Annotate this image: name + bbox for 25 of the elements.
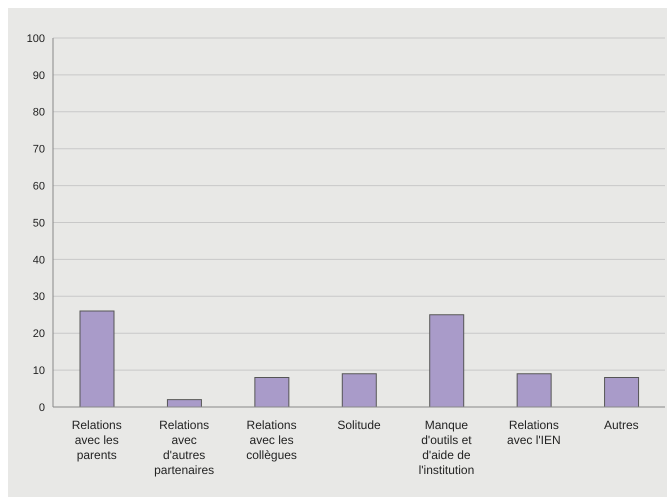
x-tick-label: Manque d'outils et d'aide de l'institution	[418, 418, 474, 477]
y-tick-label: 10	[32, 365, 45, 378]
bar	[429, 314, 464, 407]
y-tick-label: 0	[38, 402, 45, 414]
bar	[604, 376, 640, 407]
bar	[254, 376, 290, 407]
x-tick-label: Relations avec les parents	[72, 418, 122, 462]
bar	[80, 310, 114, 407]
bar	[166, 399, 202, 407]
y-tick-label: 20	[32, 328, 45, 340]
x-tick-label: Relations avec l'IEN	[507, 418, 561, 447]
y-tick-label: 60	[32, 180, 45, 193]
y-tick-label: 90	[32, 70, 45, 82]
y-tick-label: 100	[26, 32, 45, 45]
x-tick-label: Relations avec d'autres partenaires	[154, 418, 214, 477]
y-tick-label: 50	[32, 217, 45, 230]
y-tick-label: 80	[32, 106, 45, 119]
bar	[516, 373, 552, 407]
x-tick-label: Autres	[604, 418, 639, 432]
bar	[342, 373, 377, 407]
y-tick-label: 30	[32, 291, 45, 304]
y-tick-label: 70	[32, 144, 45, 156]
x-tick-label: Relations avec les collègues	[246, 418, 297, 462]
y-tick-label: 40	[32, 254, 45, 266]
x-tick-label: Solitude	[337, 418, 382, 432]
